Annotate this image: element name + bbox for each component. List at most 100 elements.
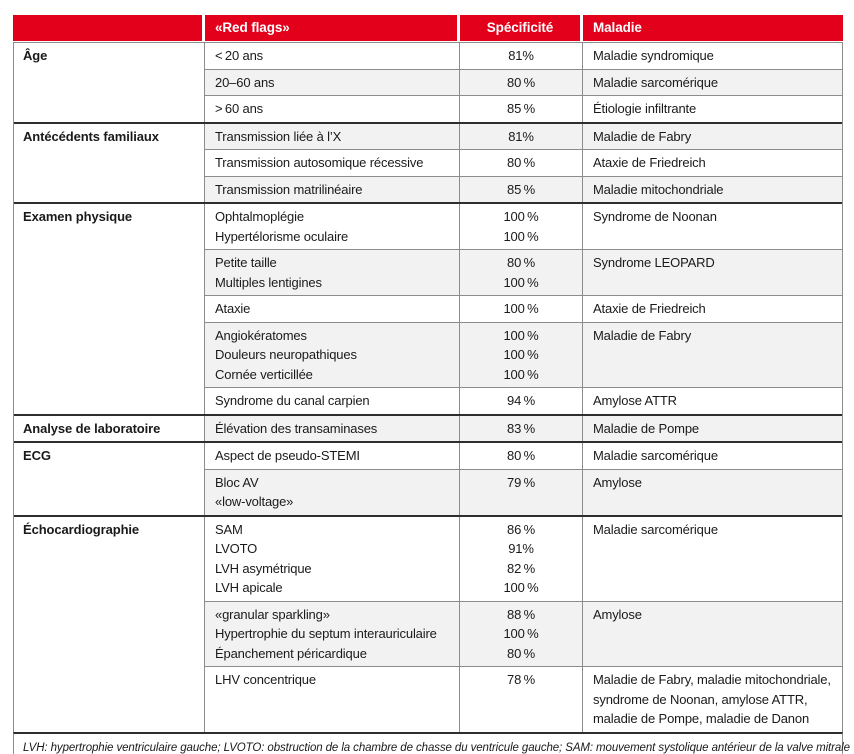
table-group: Échocardiographie SAM LVOTO LVH asymétrique… [14,514,842,732]
red-flag-line: 20–60 ans [215,74,275,90]
red-flag-line: < 20 ans [215,48,264,63]
specificity-cell: 100 % 100 % [460,204,583,249]
red-flag-line: LVH apicale [215,580,283,595]
disease-line: Maladie sarcomérique [593,74,718,90]
disease-cell: Maladie de Pompe [583,416,842,442]
table-body: Âge < 20 ans 81% Maladie syndromique 20–60 a… [13,42,843,732]
table-row: Ataxie 100 % Ataxie de Friedreich [205,295,842,322]
specificity-value: 85 % [506,101,536,116]
specificity-value: 100 % [503,209,539,224]
group-rows: Ophtalmoplégie Hypertélorisme oculaire 100… [205,204,842,414]
table-group: Analyse de laboratoire Élévation des tran… [14,413,842,442]
specificity-cell: 100 % [460,296,583,322]
red-flag-cell: Syndrome du canal carpien [205,388,460,414]
disease-cell: Maladie de Fabry, maladie mitochondriale… [583,667,842,732]
red-flag-line: Élévation des transaminases [215,420,378,436]
red-flag-cell: Transmission autosomique récessive [205,150,460,176]
red-flag-line: LVOTO [215,541,258,556]
red-flag-cell: LHV concentrique [205,667,460,732]
table-group: Âge < 20 ans 81% Maladie syndromique 20–60 a… [14,43,842,122]
specificity-cell: 80 % [460,69,583,95]
disease-line: Maladie sarcomérique [593,521,718,537]
red-flag-cell: Transmission matrilinéaire [205,176,460,202]
specificity-value: 82 % [506,560,536,576]
red-flags-table: «Red flags» Spécificité Maladie Âge < 20 … [13,15,850,754]
specificity-value: 80 % [506,645,536,661]
disease-cell: Étiologie infiltrante [583,96,842,122]
category-cell: Antécédents familiaux [14,123,205,202]
red-flag-line: Épanchement péricardique [215,645,367,661]
specificity-value: 100 % [503,347,539,362]
specificity-value: 100 % [503,274,539,290]
category-cell: ECG [14,443,205,515]
red-flag-cell: Ataxie [205,296,460,322]
disease-line: syndrome de Noonan, amylose ATTR, [593,691,808,707]
red-flag-cell: Transmission liée à l’X [205,123,460,149]
red-flag-cell: Bloc AV «low-voltage» [205,469,460,515]
red-flag-cell: < 20 ans [205,43,460,69]
specificity-value: 80 % [506,74,536,90]
category-cell: Âge [14,43,205,122]
table-row: SAM LVOTO LVH asymétrique LVH apicale 86 % 91… [205,516,842,601]
disease-cell: Maladie mitochondriale [583,177,842,203]
table-row: Syndrome du canal carpien 94 % Amylose ATT… [205,387,842,414]
red-flag-line: Douleurs neuropathiques [215,347,357,362]
table-row: 20–60 ans 80 % Maladie sarcomérique [205,68,842,95]
disease-line: Maladie de Fabry, maladie mitochondriale… [593,672,831,687]
specificity-cell: 85 % [460,176,583,202]
group-rows: < 20 ans 81% Maladie syndromique 20–60 ans 8… [205,43,842,122]
specificity-cell: 80 % 100 % [460,250,583,295]
red-flag-cell: Angiokératomes Douleurs neuropathiques Cor… [205,322,460,387]
table-row: Angiokératomes Douleurs neuropathiques Cor… [205,321,842,388]
disease-line: Maladie syndromique [593,48,714,63]
footnote-text: LVH: hypertrophie ventriculaire gauche; … [23,741,850,754]
table-footnote: LVH: hypertrophie ventriculaire gauche; … [13,731,850,754]
table-row: Transmission autosomique récessive 80 % At… [205,149,842,176]
disease-cell: Amylose [583,602,842,667]
disease-cell: Maladie syndromique [583,43,842,69]
red-flag-line: Hypertélorisme oculaire [215,228,349,244]
red-flag-line: LHV concentrique [215,672,316,687]
specificity-cell: 86 % 91% 82 % 100 % [460,516,583,601]
table-row: Transmission liée à l’X 81% Maladie de Fab… [205,123,842,149]
disease-cell: Maladie sarcomérique [583,517,842,601]
disease-line: Maladie de Fabry [593,128,692,144]
red-flag-line: Ophtalmoplégie [215,209,304,224]
red-flag-line: Aspect de pseudo-STEMI [215,448,360,463]
red-flag-line: Bloc AV [215,474,259,490]
header-cell-red-flags: «Red flags» [205,15,460,41]
red-flag-cell: Élévation des transaminases [205,415,460,441]
disease-line: Ataxie de Friedreich [593,301,706,316]
table-row: < 20 ans 81% Maladie syndromique [205,43,842,69]
category-cell: Échocardiographie [14,516,205,732]
disease-cell: Maladie de Fabry [583,323,842,388]
group-rows: Transmission liée à l’X 81% Maladie de Fab… [205,123,842,203]
disease-line: Maladie de Fabry [593,327,692,343]
disease-line: Maladie mitochondriale [593,181,724,197]
red-flag-line: LVH asymétrique [215,560,312,576]
red-flag-cell: SAM LVOTO LVH asymétrique LVH apicale [205,516,460,601]
red-flag-line: Hypertrophie du septum interauriculaire [215,626,437,641]
disease-line: Maladie sarcomérique [593,448,718,463]
red-flag-line: > 60 ans [215,101,264,116]
disease-line: Maladie de Pompe [593,420,699,436]
specificity-cell: 100 % 100 % 100 % [460,322,583,387]
disease-line: Amylose [593,606,642,622]
specificity-value: 85 % [506,181,536,197]
specificity-value: 81% [508,48,534,63]
specificity-cell: 80 % [460,443,583,469]
specificity-cell: 80 % [460,150,583,176]
specificity-cell: 83 % [460,415,583,441]
specificity-value: 80 % [506,448,536,463]
red-flag-cell: Aspect de pseudo-STEMI [205,443,460,469]
category-cell: Analyse de laboratoire [14,415,205,441]
table-group: ECG Aspect de pseudo-STEMI 80 % Maladie sar… [14,441,842,515]
red-flag-line: «low-voltage» [215,494,294,509]
red-flag-line: «granular sparkling» [215,606,330,622]
table-row: «granular sparkling» Hypertrophie du sept… [205,600,842,667]
specificity-cell: 88 % 100 % 80 % [460,601,583,666]
specificity-value: 100 % [503,228,539,244]
red-flag-line: Angiokératomes [215,327,307,343]
header-cell-category [13,15,205,41]
